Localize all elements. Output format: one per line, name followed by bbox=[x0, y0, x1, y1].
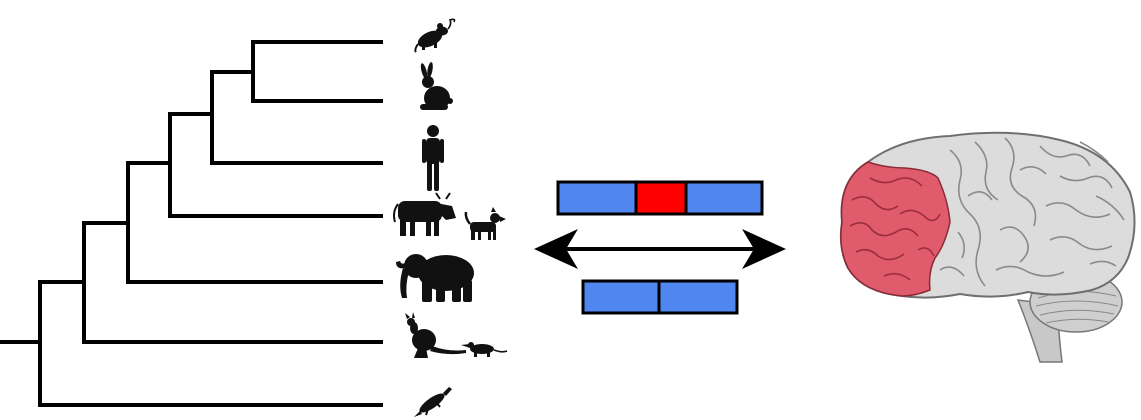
opossum-icon bbox=[461, 342, 508, 357]
brain-illustration bbox=[839, 131, 1136, 363]
kangaroo-icon bbox=[405, 312, 466, 358]
frontal-gyri bbox=[849, 177, 941, 281]
phylogenetic-tree bbox=[0, 40, 383, 407]
gene-segment-left bbox=[581, 279, 661, 315]
arrow-head-left bbox=[534, 229, 578, 269]
double-arrow bbox=[534, 229, 786, 269]
mouse-icon bbox=[414, 18, 456, 53]
human-icon bbox=[422, 125, 444, 191]
tree-node-eutherians bbox=[126, 161, 383, 284]
gene-segment-right bbox=[684, 180, 764, 216]
tree-node-therians bbox=[82, 221, 383, 344]
elephant-icon bbox=[396, 254, 474, 302]
gene-segment-right bbox=[657, 279, 739, 315]
gene-with-insertion bbox=[556, 180, 764, 216]
platypus-icon bbox=[414, 387, 452, 417]
gene-segment-left bbox=[556, 180, 638, 216]
rabbit-icon bbox=[420, 62, 453, 110]
gene-without-insertion bbox=[581, 279, 739, 315]
dog-icon bbox=[464, 207, 506, 240]
frontal-lobe-highlight bbox=[840, 161, 951, 297]
arrow-head-right bbox=[742, 229, 786, 269]
cortex-gyri bbox=[939, 137, 1125, 287]
insertion-segment bbox=[634, 180, 688, 216]
tree-node-glires bbox=[251, 40, 383, 103]
species-icons bbox=[393, 18, 508, 417]
cow-icon bbox=[393, 192, 456, 236]
tree-node-mammals bbox=[38, 280, 383, 407]
tree-node-boreoeutherians bbox=[168, 112, 383, 218]
tree-node-euarchontoglires bbox=[210, 70, 383, 165]
